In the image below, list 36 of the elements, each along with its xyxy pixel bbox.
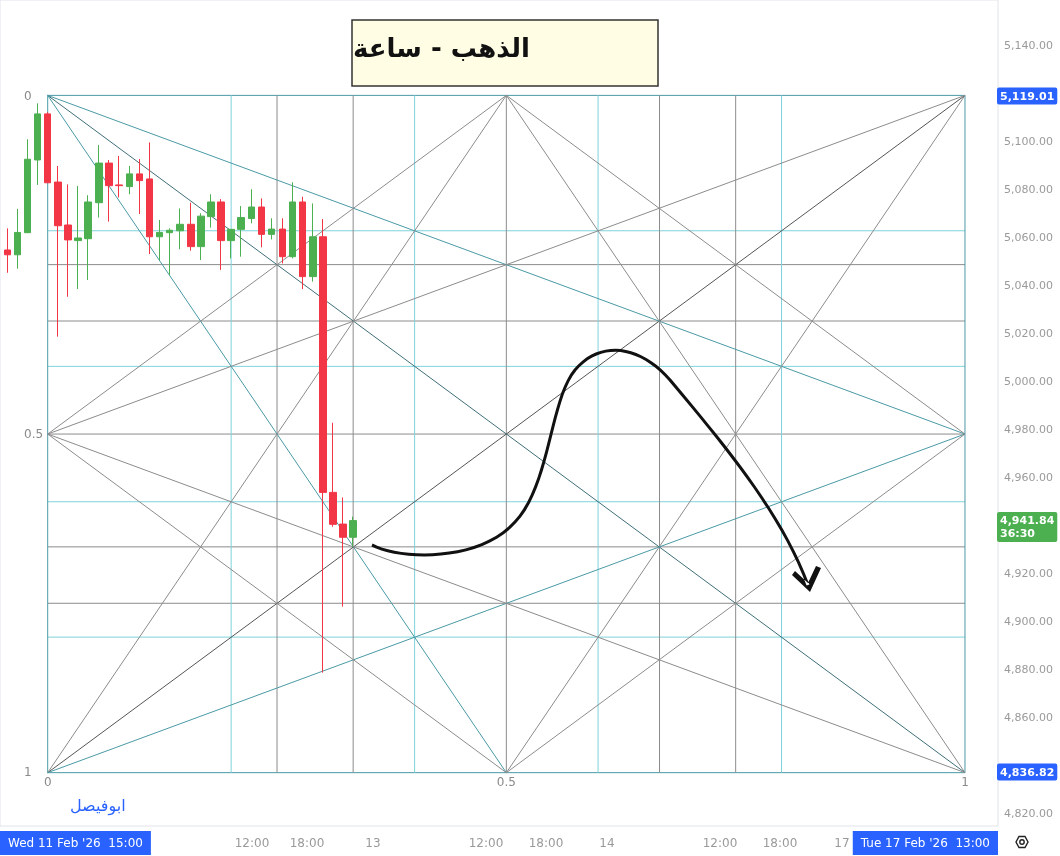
y-tick-label: 4,860.00 (1004, 710, 1053, 724)
y2-tick-label: 1 (24, 764, 32, 779)
text: Wed 11 Feb '26 15:00 (8, 836, 143, 850)
y-tick-label: 4,880.00 (1004, 662, 1053, 676)
y2-tick-label: 0.5 (24, 426, 44, 441)
text: 18:00 (762, 836, 798, 850)
y-tick-label: 5,140.00 (1004, 38, 1053, 52)
text: 13 (365, 836, 381, 850)
x-tick-label: 0.5 (496, 775, 516, 789)
text: 12:00 (468, 836, 504, 850)
x-tick-label: 0 (43, 775, 52, 789)
text: 12:00 (702, 836, 738, 850)
y-tick-label: 5,080.00 (1004, 182, 1053, 196)
y-tick-label: 4,960.00 (1004, 470, 1053, 484)
x-tick-label: 1 (961, 775, 969, 789)
y-tick-label: 5,060.00 (1004, 230, 1053, 244)
y-tick-label: 5,100.00 (1004, 134, 1053, 148)
text: 18:00 (528, 836, 564, 850)
text: 5,119.01 (1000, 89, 1055, 103)
y-tick-label: 5,000.00 (1004, 374, 1053, 388)
text: 4,941.84 36:30 (1000, 514, 1055, 540)
text: 18:00 (289, 836, 325, 850)
y-tick-label: 4,920.00 (1004, 566, 1053, 580)
y-tick-label: 5,020.00 (1004, 326, 1053, 340)
text: 14 (599, 836, 615, 850)
y-tick-label: 5,040.00 (1004, 278, 1053, 292)
text: Tue 17 Feb '26 13:00 (859, 836, 990, 850)
y-tick-label: 4,820.00 (1004, 806, 1053, 820)
y2-tick-label: 0 (24, 88, 32, 103)
annotation: ابوفيصل (70, 795, 126, 816)
y-tick-label: 4,980.00 (1004, 422, 1053, 436)
text: الذهب - ساعة (353, 33, 530, 63)
y-tick-label: 4,900.00 (1004, 614, 1053, 628)
text: 12:00 (234, 836, 270, 850)
text: 4,836.82 (1000, 765, 1055, 779)
text: 17 (834, 836, 850, 850)
